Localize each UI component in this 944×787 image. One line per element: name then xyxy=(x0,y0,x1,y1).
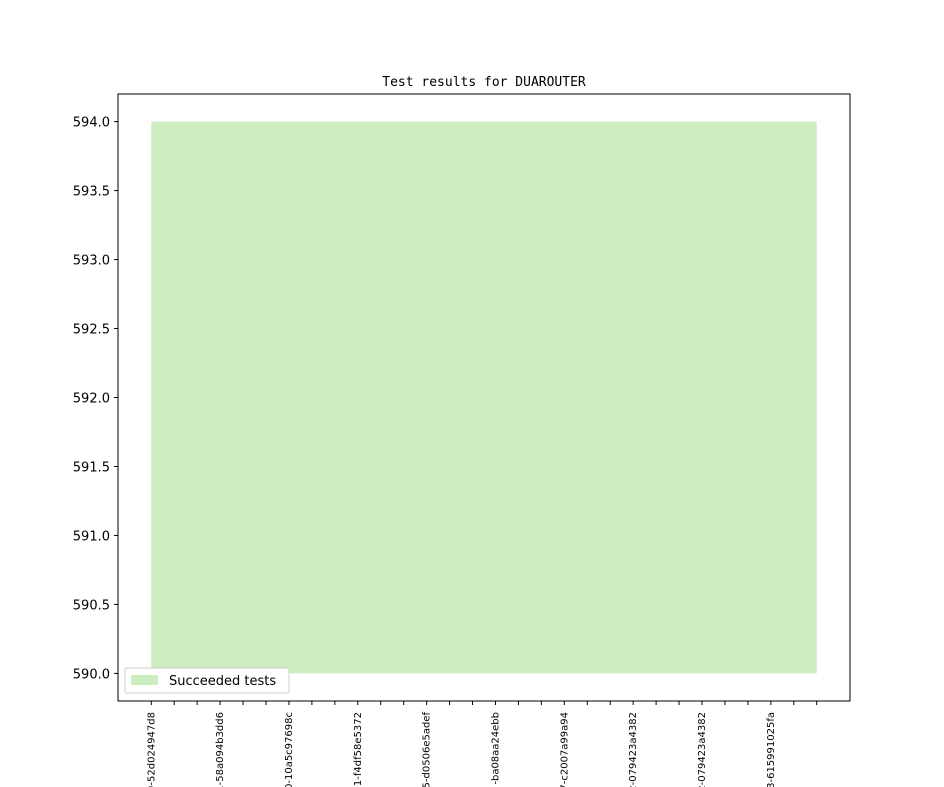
y-tick-label: 591.0 xyxy=(73,529,110,544)
x-tick-label: -ba08aa24ebb xyxy=(490,712,501,785)
area xyxy=(151,121,817,674)
x-tick-label: 2-079423a4382 xyxy=(697,712,708,787)
legend-frame xyxy=(124,667,290,694)
y-tick-label: 590.5 xyxy=(73,598,110,613)
y-tick-label: 594.0 xyxy=(73,116,110,131)
legend: Succeeded tests xyxy=(124,667,290,694)
x-tick-label: 5-d0506e5adef xyxy=(422,712,433,787)
y-tick-label: 591.5 xyxy=(73,460,110,475)
legend-swatch xyxy=(131,675,158,685)
x-tick-label: 0-10a5c97698c xyxy=(284,712,295,787)
x-tick-label: 2-079423a4382 xyxy=(628,712,639,787)
y-tick-label: 593.0 xyxy=(73,254,110,269)
x-tick-label: 9-52d024947d8 xyxy=(146,712,157,787)
chart-title: Test results for DUAROUTER xyxy=(382,75,586,90)
legend-label: Succeeded tests xyxy=(169,674,276,689)
x-tick-label: 1-f4df58e5372 xyxy=(353,712,364,786)
y-tick-label: 592.0 xyxy=(73,392,110,407)
y-tick-label: 592.5 xyxy=(73,323,110,338)
x-tick-label: 3-615991025fa xyxy=(766,712,777,787)
y-tick-label: 590.0 xyxy=(73,667,110,682)
x-tick-label: 7-c2007a99a94 xyxy=(559,712,570,787)
y-tick-label: 593.5 xyxy=(73,185,110,200)
x-tick-label: 1-58a094b3dd6 xyxy=(215,712,226,787)
